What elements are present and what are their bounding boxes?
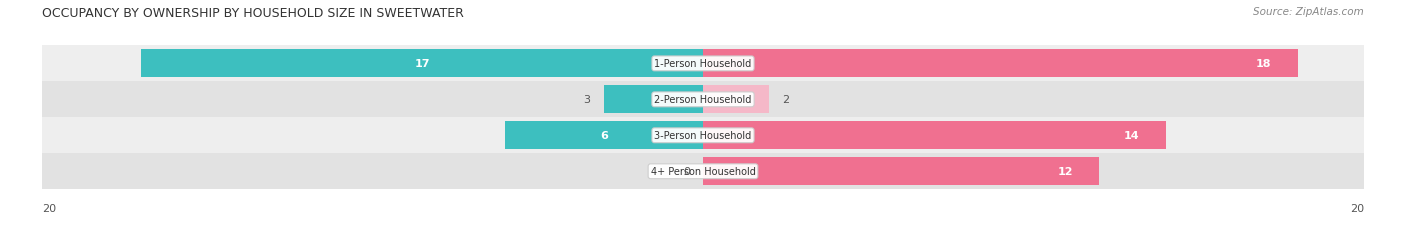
Bar: [42, 46, 1364, 82]
Text: 14: 14: [1123, 131, 1139, 141]
Text: 17: 17: [415, 59, 430, 69]
Text: 3-Person Household: 3-Person Household: [654, 131, 752, 141]
Text: 3: 3: [583, 95, 591, 105]
Text: 4+ Person Household: 4+ Person Household: [651, 167, 755, 176]
Bar: [42, 118, 1364, 154]
Text: 20: 20: [1350, 203, 1364, 213]
Text: 20: 20: [42, 203, 56, 213]
Bar: [505, 122, 703, 150]
Text: 2-Person Household: 2-Person Household: [654, 95, 752, 105]
Text: 12: 12: [1057, 167, 1073, 176]
Text: 1-Person Household: 1-Person Household: [654, 59, 752, 69]
Bar: [703, 122, 1166, 150]
Text: OCCUPANCY BY OWNERSHIP BY HOUSEHOLD SIZE IN SWEETWATER: OCCUPANCY BY OWNERSHIP BY HOUSEHOLD SIZE…: [42, 7, 464, 20]
Text: Source: ZipAtlas.com: Source: ZipAtlas.com: [1253, 7, 1364, 17]
Text: 18: 18: [1256, 59, 1271, 69]
Bar: [42, 82, 1364, 118]
Text: 6: 6: [600, 131, 607, 141]
Bar: [703, 50, 1298, 78]
Bar: [605, 86, 703, 114]
Bar: [703, 86, 769, 114]
Bar: [703, 158, 1099, 185]
Text: 2: 2: [782, 95, 789, 105]
Bar: [141, 50, 703, 78]
Text: 0: 0: [683, 167, 690, 176]
Bar: [42, 154, 1364, 189]
